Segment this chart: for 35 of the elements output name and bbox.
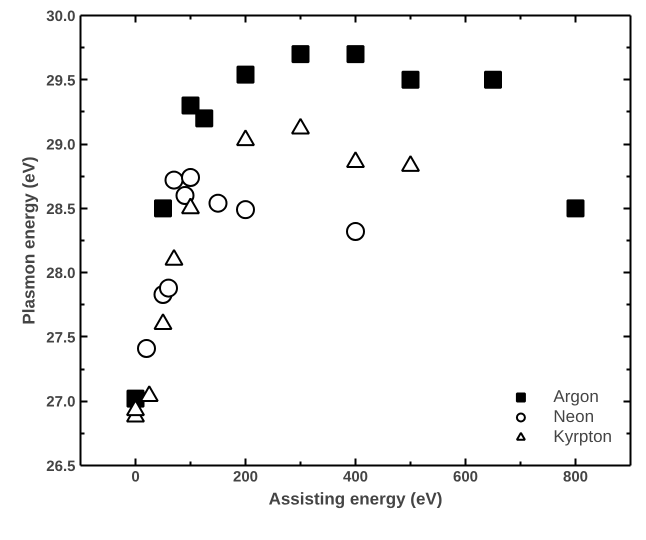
x-tick-label: 200 xyxy=(232,468,258,486)
x-tick-label: 800 xyxy=(562,468,588,486)
x-tick-label: 600 xyxy=(452,468,478,486)
y-axis-title: Plasmon energy (eV) xyxy=(19,156,38,325)
x-tick-label: 400 xyxy=(342,468,368,486)
point xyxy=(137,339,156,358)
x-axis-title: Assisting energy (eV) xyxy=(268,490,442,508)
point xyxy=(208,194,228,213)
point xyxy=(236,200,255,220)
point xyxy=(402,70,420,89)
point xyxy=(236,66,254,84)
legend-label: Kyrpton xyxy=(553,427,612,447)
point xyxy=(164,170,184,190)
y-tick-label: 28.5 xyxy=(46,200,76,218)
legend-label: Argon xyxy=(553,387,599,407)
point xyxy=(154,199,172,218)
y-tick-label: 29.5 xyxy=(46,72,76,90)
point xyxy=(195,109,214,128)
y-tick-label: 26.5 xyxy=(46,458,76,475)
legend-label: Neon xyxy=(553,407,594,427)
point xyxy=(159,278,178,298)
point xyxy=(181,168,200,187)
point xyxy=(292,45,310,64)
point xyxy=(484,70,502,89)
y-tick-label: 27.0 xyxy=(46,394,76,411)
x-tick-label: 0 xyxy=(131,468,140,486)
y-tick-label: 27.5 xyxy=(46,329,76,346)
point xyxy=(346,45,364,64)
point xyxy=(566,199,584,218)
point xyxy=(182,96,200,114)
y-tick-label: 28.0 xyxy=(46,265,76,282)
point xyxy=(176,186,194,205)
y-tick-label: 30.0 xyxy=(46,8,76,25)
y-tick-label: 29.0 xyxy=(46,136,76,154)
point xyxy=(346,222,365,241)
